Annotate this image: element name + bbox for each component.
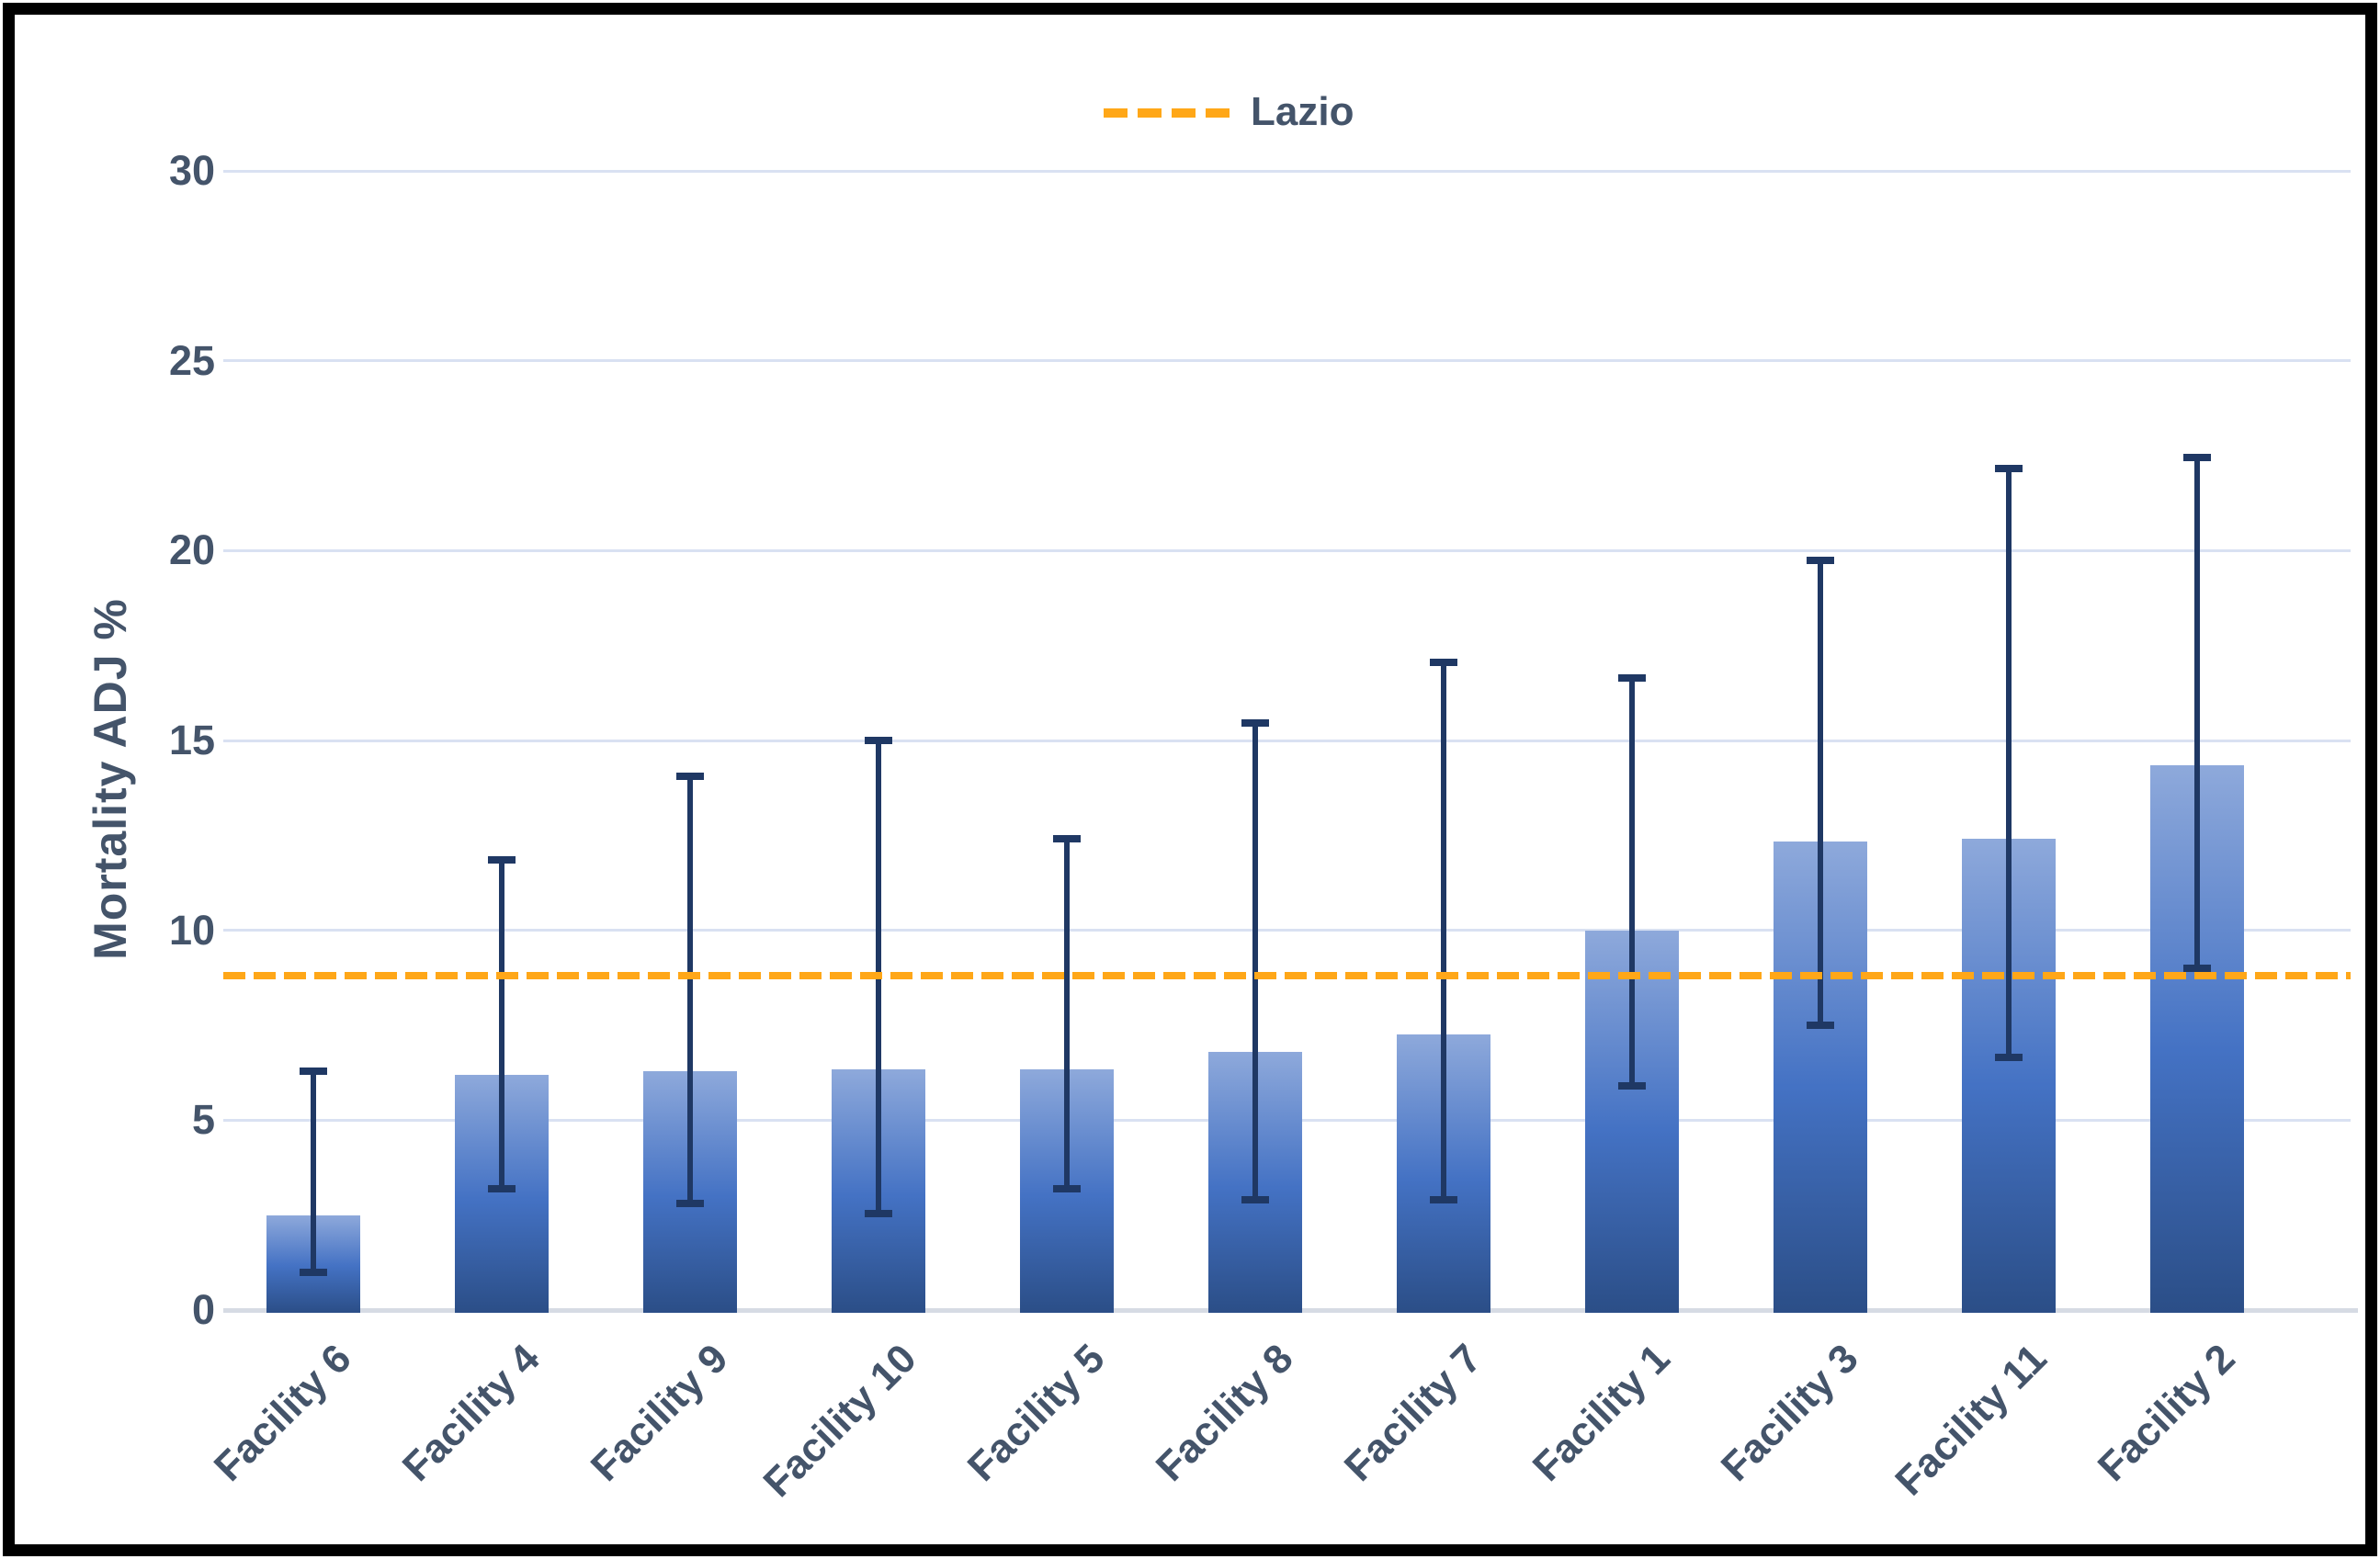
gridline-20 — [223, 548, 2351, 552]
gridline-30 — [223, 169, 2351, 173]
error-cap-top-facility-8 — [1241, 719, 1269, 728]
error-cap-bottom-facility-6 — [300, 1268, 327, 1276]
error-cap-top-facility-2 — [2183, 454, 2211, 462]
chart-frame: Mortality ADJ % 0 5 10 15 20 25 30 Facility 6 Fa… — [3, 3, 2377, 1556]
error-cap-top-facility-11 — [1995, 465, 2023, 473]
y-tick-label-30: 30 — [168, 147, 215, 194]
legend-dashed-line-icon — [1104, 108, 1234, 118]
error-bar-facility-5 — [1064, 839, 1070, 1189]
error-bar-facility-11 — [2006, 469, 2012, 1058]
error-cap-bottom-facility-7 — [1430, 1196, 1457, 1204]
y-tick-label-20: 20 — [168, 526, 215, 574]
error-cap-top-facility-3 — [1807, 556, 1834, 564]
y-tick-label-10: 10 — [168, 906, 215, 954]
y-tick-label-0: 0 — [191, 1286, 215, 1333]
error-cap-bottom-facility-8 — [1241, 1196, 1269, 1204]
error-cap-bottom-facility-10 — [865, 1209, 892, 1217]
error-cap-top-facility-9 — [676, 773, 704, 781]
x-tick-label-facility-6: Facility 6 — [205, 1336, 360, 1490]
plot-area: 0 5 10 15 20 25 30 Facility 6 Facility 4 Facility… — [15, 15, 2365, 1544]
error-cap-bottom-facility-5 — [1053, 1184, 1081, 1192]
error-bar-facility-7 — [1441, 662, 1446, 1201]
error-cap-bottom-facility-4 — [488, 1184, 516, 1192]
error-bar-facility-1 — [1629, 677, 1635, 1087]
gridline-10 — [223, 929, 2351, 932]
error-cap-top-facility-1 — [1618, 673, 1646, 682]
error-cap-top-facility-10 — [865, 737, 892, 744]
error-cap-top-facility-5 — [1053, 835, 1081, 843]
gridline-15 — [223, 739, 2351, 742]
error-cap-top-facility-7 — [1430, 659, 1457, 667]
y-tick-label-5: 5 — [191, 1096, 215, 1144]
error-cap-bottom-facility-2 — [2183, 965, 2211, 972]
error-bar-facility-9 — [687, 776, 693, 1204]
error-bar-facility-8 — [1252, 723, 1258, 1201]
error-cap-bottom-facility-1 — [1618, 1082, 1646, 1090]
y-tick-label-25: 25 — [168, 336, 215, 384]
error-cap-bottom-facility-3 — [1807, 1022, 1834, 1029]
error-bar-facility-4 — [499, 860, 504, 1189]
error-cap-bottom-facility-9 — [676, 1200, 704, 1208]
error-bar-facility-3 — [1818, 559, 1823, 1025]
error-cap-bottom-facility-11 — [1995, 1054, 2023, 1062]
error-cap-top-facility-4 — [488, 856, 516, 864]
error-bar-facility-6 — [311, 1070, 316, 1272]
error-cap-top-facility-6 — [300, 1067, 327, 1075]
error-bar-facility-2 — [2194, 458, 2200, 968]
reference-line — [223, 972, 2351, 980]
gridline-25 — [223, 359, 2351, 363]
y-tick-label-15: 15 — [168, 717, 215, 763]
legend-label: Lazio — [1251, 89, 1354, 134]
